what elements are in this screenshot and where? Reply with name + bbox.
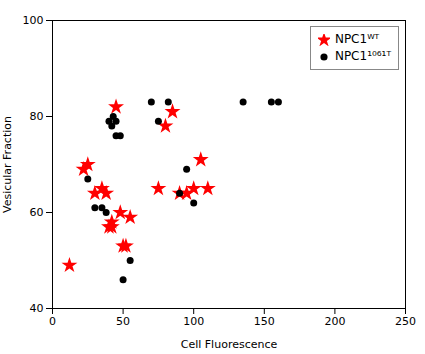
svg-text:200: 200 bbox=[324, 315, 345, 328]
svg-text:50: 50 bbox=[116, 315, 130, 328]
svg-text:Cell Fluorescence: Cell Fluorescence bbox=[181, 338, 278, 351]
svg-text:250: 250 bbox=[395, 315, 416, 328]
svg-text:40: 40 bbox=[30, 302, 44, 315]
svg-text:60: 60 bbox=[30, 206, 44, 219]
svg-text:150: 150 bbox=[254, 315, 275, 328]
html-text:NPC1¹⁰⁶¹ᵀ: NPC1¹⁰⁶¹ᵀ bbox=[334, 49, 391, 63]
svg-text:0: 0 bbox=[49, 315, 56, 328]
svg-text:100: 100 bbox=[183, 315, 204, 328]
svg-text:100: 100 bbox=[23, 14, 44, 27]
svg-text:Vesicular Fraction: Vesicular Fraction bbox=[1, 116, 14, 213]
svg-text:80: 80 bbox=[30, 110, 44, 123]
html-text:NPC1ᵂᵀ: NPC1ᵂᵀ bbox=[334, 32, 380, 46]
